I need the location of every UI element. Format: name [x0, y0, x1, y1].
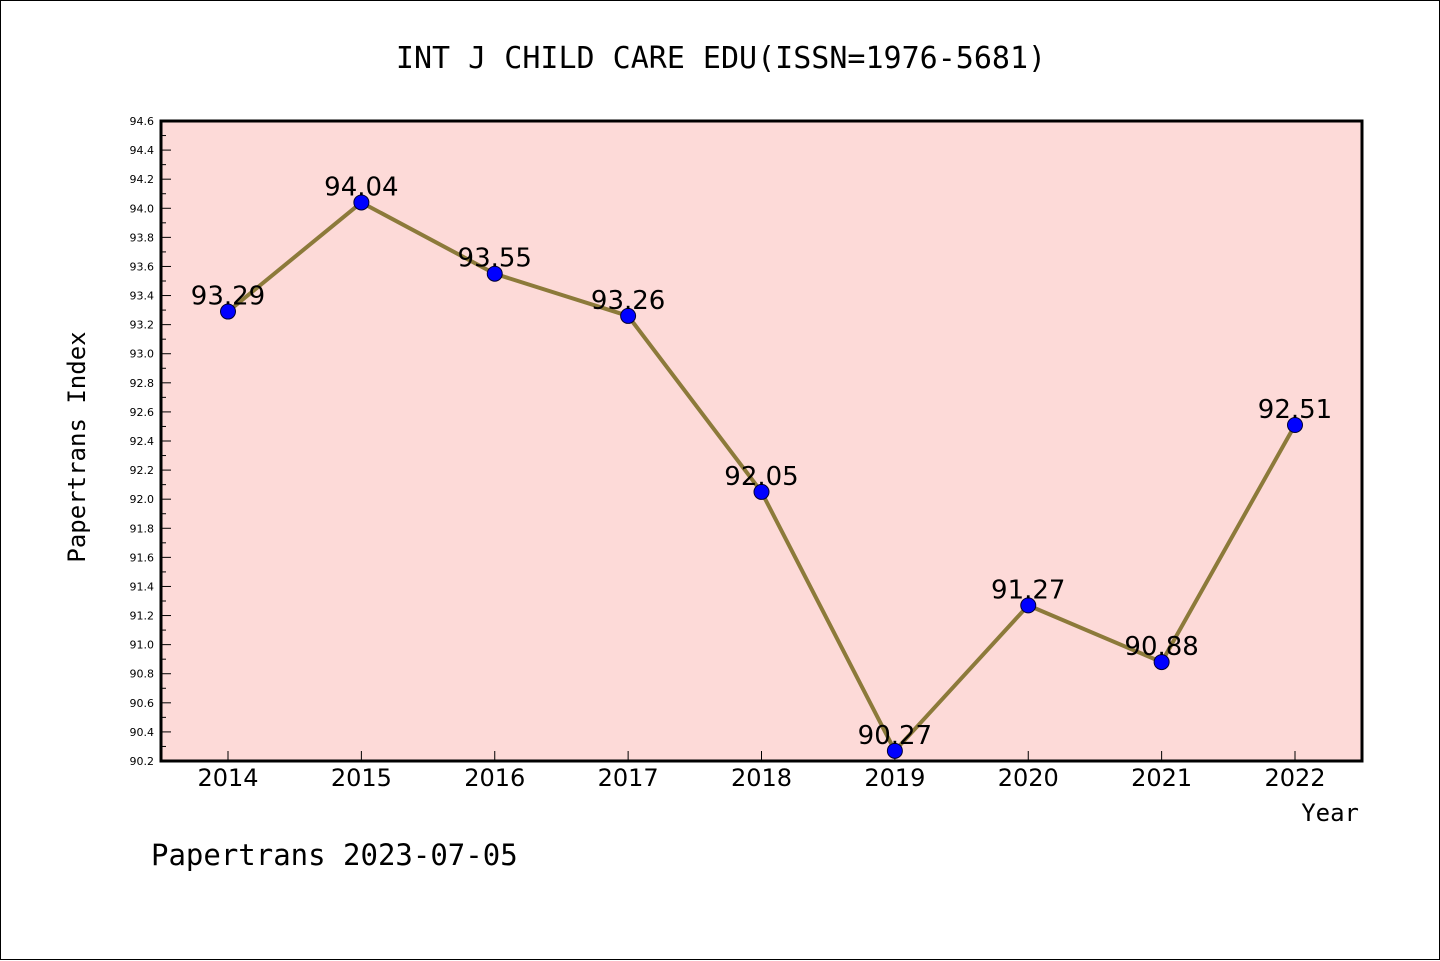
- x-tick-label: 2018: [731, 764, 792, 792]
- plot-border: [159, 119, 1364, 763]
- x-tick-label: 2015: [331, 764, 392, 792]
- data-point: [486, 265, 503, 282]
- data-label: 90.27: [858, 721, 932, 751]
- data-label: 90.88: [1124, 632, 1198, 662]
- footer-date: Papertrans 2023-07-05: [151, 838, 518, 872]
- y-axis-title: Papertrans Index: [63, 331, 91, 562]
- x-axis-ticks: 2014 2015 2016 2017 2018 2019 2020 2021 2022: [197, 751, 1326, 792]
- y-tick-label: 92.0: [130, 493, 155, 506]
- y-tick-label: 93.6: [130, 260, 155, 273]
- data-point: [620, 307, 637, 324]
- y-tick-label: 94.6: [130, 115, 155, 128]
- data-point: [886, 742, 903, 759]
- x-axis-title: Year: [1301, 799, 1359, 827]
- x-tick-label: 2016: [464, 764, 525, 792]
- y-tick-label: 94.4: [130, 144, 155, 157]
- data-point: [353, 194, 370, 211]
- data-point: [1020, 597, 1037, 614]
- x-tick-label: 2022: [1264, 764, 1325, 792]
- data-point: [753, 483, 770, 500]
- data-markers: [220, 194, 1303, 759]
- y-tick-label: 91.8: [130, 522, 155, 535]
- data-label: 91.27: [991, 575, 1065, 605]
- y-tick-label: 93.0: [130, 348, 155, 361]
- data-point: [220, 303, 236, 320]
- data-label: 93.26: [591, 286, 665, 316]
- data-label: 93.55: [458, 244, 532, 274]
- y-tick-label: 90.2: [130, 755, 155, 768]
- y-tick-label: 93.2: [130, 319, 155, 332]
- data-point: [1153, 654, 1170, 671]
- data-label: 92.51: [1258, 395, 1332, 425]
- y-tick-label: 91.2: [130, 610, 155, 623]
- x-tick-label: 2021: [1131, 764, 1192, 792]
- x-tick-label: 2020: [998, 764, 1059, 792]
- y-tick-label: 93.8: [130, 231, 155, 244]
- y-tick-label: 92.2: [130, 464, 155, 477]
- y-tick-label: 92.4: [130, 435, 155, 448]
- y-tick-label: 90.4: [130, 726, 155, 739]
- y-tick-label: 91.6: [130, 551, 155, 564]
- data-labels: 93.29 94.04 93.55 93.26 92.05 90.27 91.27 90.88…: [191, 172, 1332, 750]
- x-tick-label: 2014: [197, 764, 258, 792]
- y-tick-label: 91.0: [130, 639, 155, 652]
- x-tick-label: 2017: [598, 764, 659, 792]
- data-label: 93.29: [191, 282, 265, 312]
- y-tick-label: 94.0: [130, 202, 155, 215]
- y-axis-ticks: 90.2 90.4 90.6 90.8 91.0 91.2 91.4 91.6 91.8 92.0…: [130, 115, 171, 768]
- x-tick-label: 2019: [864, 764, 925, 792]
- y-tick-label: 94.2: [130, 173, 155, 186]
- data-point: [1287, 417, 1303, 433]
- y-tick-label: 93.4: [130, 290, 155, 303]
- y-tick-label: 92.6: [130, 406, 155, 419]
- y-tick-label: 91.4: [130, 580, 155, 593]
- y-tick-label: 90.6: [130, 697, 155, 710]
- y-tick-label: 90.8: [130, 668, 155, 681]
- data-label: 94.04: [324, 172, 398, 202]
- data-label: 92.05: [724, 462, 798, 492]
- y-tick-label: 92.8: [130, 377, 155, 390]
- chart-title: INT J CHILD CARE EDU(ISSN=1976-5681): [396, 41, 1046, 76]
